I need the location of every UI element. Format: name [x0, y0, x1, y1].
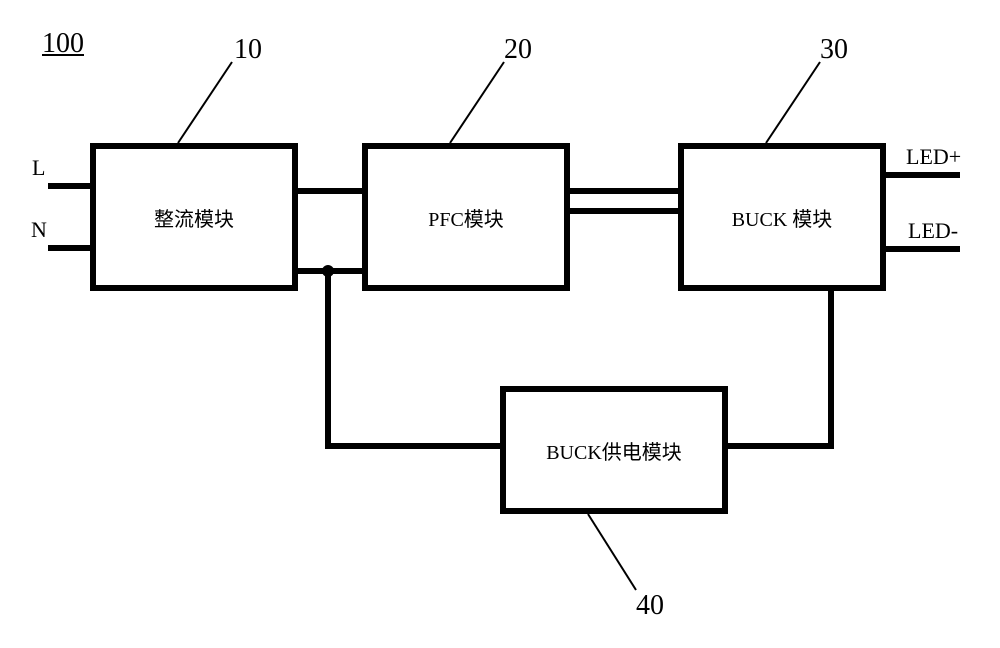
- lead-40: [0, 0, 1000, 648]
- diagram-canvas: 100 整流模块 PFC模块 BUCK 模块 BUCK供电模块 L N LED+…: [0, 0, 1000, 648]
